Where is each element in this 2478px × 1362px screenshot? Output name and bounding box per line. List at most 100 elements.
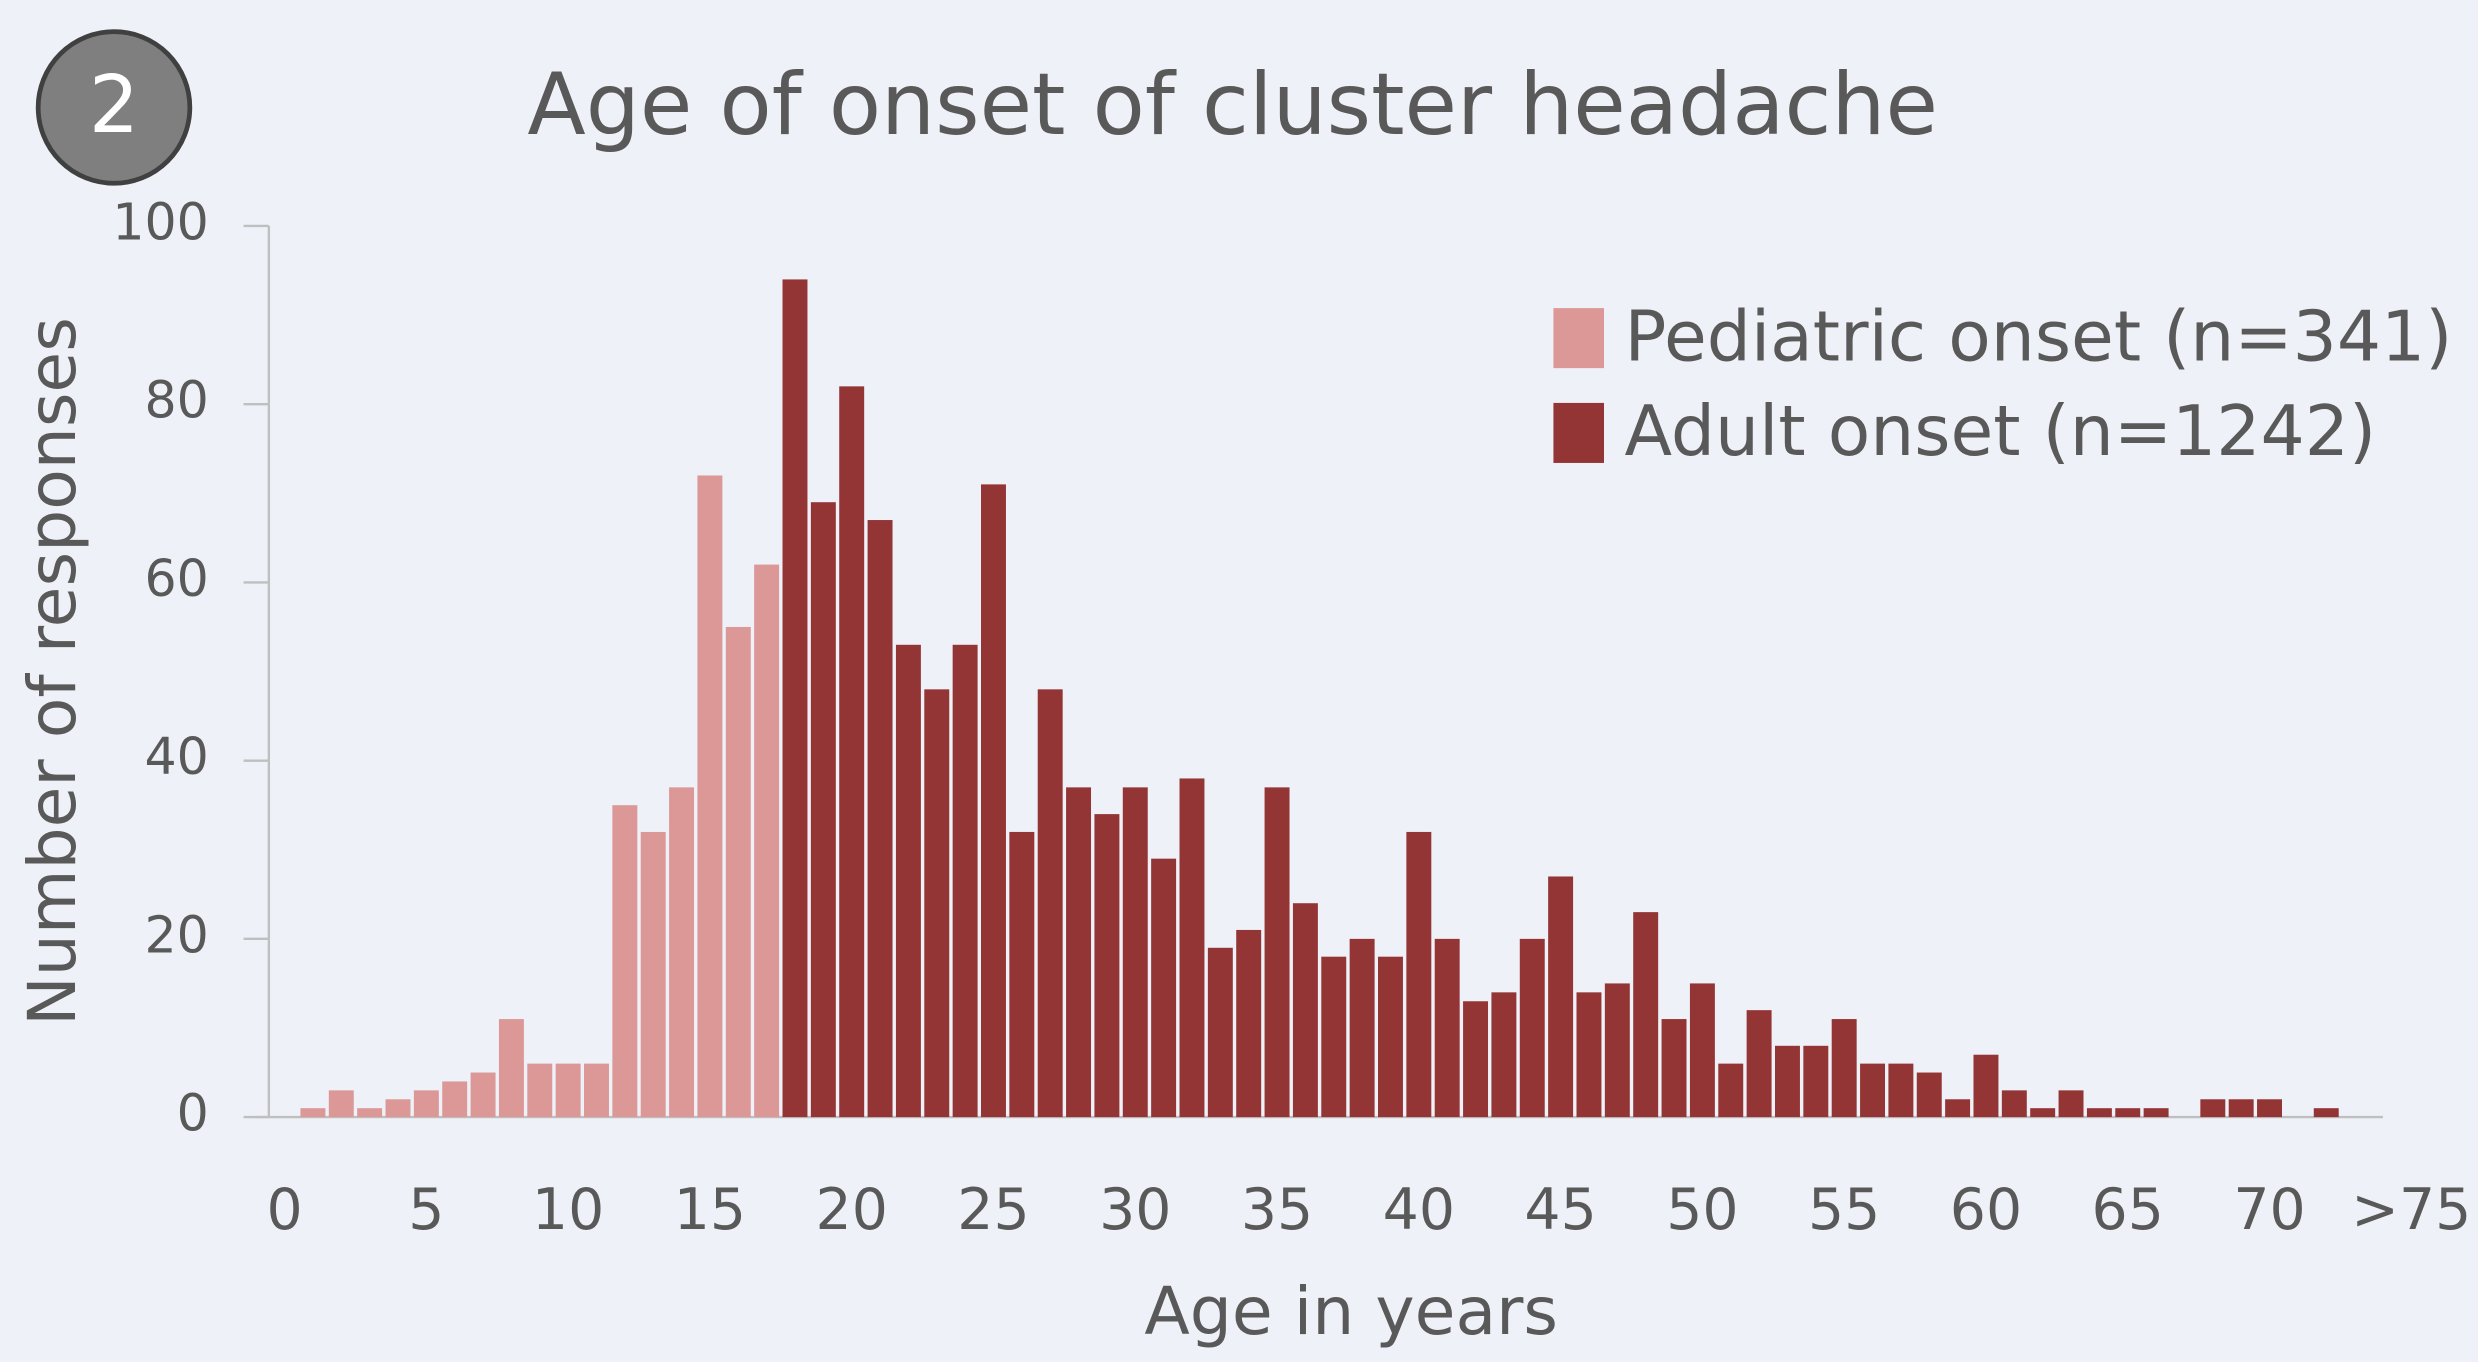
x-tick-label: >75 <box>2351 1177 2471 1243</box>
legend-label: Pediatric onset (n=341) <box>1625 296 2453 377</box>
x-tick-label: 25 <box>957 1177 1029 1243</box>
bar <box>782 279 808 1118</box>
bar <box>1207 947 1233 1118</box>
bar <box>669 787 695 1118</box>
x-tick-label: 5 <box>408 1177 444 1243</box>
bar <box>498 1019 524 1118</box>
bar <box>385 1099 411 1118</box>
bar <box>725 626 751 1118</box>
bar <box>895 644 921 1118</box>
bar <box>1406 831 1432 1118</box>
bar <box>1519 938 1545 1118</box>
y-tick-label: 40 <box>144 727 208 786</box>
bar <box>357 1108 383 1118</box>
bar <box>1377 956 1403 1118</box>
bar <box>1349 938 1375 1118</box>
x-tick-label: 65 <box>2092 1177 2164 1243</box>
x-tick-label: 50 <box>1666 1177 1738 1243</box>
bar <box>1151 858 1177 1118</box>
bar <box>810 502 836 1118</box>
bar <box>527 1063 553 1118</box>
bar <box>1661 1019 1687 1118</box>
bar <box>1122 787 1148 1118</box>
bar <box>839 386 865 1118</box>
bar <box>1548 876 1574 1118</box>
bar <box>300 1108 326 1118</box>
badge-number: 2 <box>89 59 139 151</box>
legend-swatch <box>1553 308 1604 369</box>
bar <box>1718 1063 1744 1118</box>
bar <box>1009 831 1035 1118</box>
bar <box>1434 938 1460 1118</box>
bar <box>1633 912 1659 1118</box>
bar <box>1321 956 1347 1118</box>
bar <box>1916 1072 1942 1118</box>
bar <box>328 1090 354 1118</box>
y-tick-label: 80 <box>144 371 208 430</box>
x-tick-label: 70 <box>2233 1177 2305 1243</box>
x-tick-label: 0 <box>266 1177 302 1243</box>
bar <box>2257 1099 2283 1118</box>
bar <box>754 564 780 1118</box>
bar <box>2001 1090 2027 1118</box>
x-tick-label: 15 <box>674 1177 746 1243</box>
x-tick-label: 55 <box>1808 1177 1880 1243</box>
y-tick-label: 0 <box>177 1084 209 1143</box>
bar <box>867 520 893 1118</box>
bar <box>2058 1090 2084 1118</box>
bar <box>1888 1063 1914 1118</box>
bar <box>2313 1108 2339 1118</box>
bar <box>1236 929 1262 1118</box>
y-tick-label: 20 <box>144 905 208 964</box>
bar <box>1292 903 1318 1118</box>
bar <box>1831 1019 1857 1118</box>
bar <box>1604 983 1630 1118</box>
legend-swatch <box>1553 402 1604 463</box>
bar <box>1264 787 1290 1118</box>
bar <box>2030 1108 2056 1118</box>
bar <box>924 689 950 1118</box>
bar <box>2228 1099 2254 1118</box>
bar <box>1491 992 1517 1118</box>
bar <box>1803 1045 1829 1118</box>
bar <box>640 831 666 1118</box>
x-tick-label: 40 <box>1383 1177 1455 1243</box>
bar <box>952 644 978 1118</box>
bar <box>612 805 638 1118</box>
bar <box>1945 1099 1971 1118</box>
bar <box>1774 1045 1800 1118</box>
badge-circle <box>35 29 193 186</box>
y-tick-label: 60 <box>144 549 208 608</box>
x-tick-label: 30 <box>1099 1177 1171 1243</box>
bar <box>584 1063 609 1118</box>
bar <box>2086 1108 2112 1118</box>
bar <box>1094 814 1120 1118</box>
bar <box>413 1090 439 1118</box>
legend-label: Adult onset (n=1242) <box>1625 391 2377 472</box>
bar <box>2115 1108 2141 1118</box>
bar <box>1860 1063 1886 1118</box>
bar <box>1689 983 1715 1118</box>
x-axis-label: Age in years <box>1144 1272 1558 1350</box>
y-axis-label: Number of responses <box>13 317 91 1026</box>
bar <box>555 1063 581 1118</box>
y-tick-label: 100 <box>112 192 208 251</box>
bar <box>2200 1099 2226 1118</box>
bar <box>1746 1010 1772 1118</box>
bar <box>1066 787 1092 1118</box>
x-tick-label: 35 <box>1241 1177 1313 1243</box>
chart-title: Age of onset of cluster headache <box>527 56 1938 155</box>
x-tick-label: 10 <box>532 1177 604 1243</box>
bar <box>981 484 1006 1118</box>
bar <box>2143 1108 2169 1118</box>
bar <box>1463 1001 1489 1118</box>
x-tick-label: 60 <box>1950 1177 2022 1243</box>
bar <box>1576 992 1602 1118</box>
bar <box>697 475 723 1118</box>
bar <box>1973 1054 1999 1118</box>
x-tick-label: 20 <box>816 1177 888 1243</box>
bar <box>1179 778 1205 1118</box>
bar <box>442 1081 468 1118</box>
x-tick-label: 45 <box>1524 1177 1596 1243</box>
